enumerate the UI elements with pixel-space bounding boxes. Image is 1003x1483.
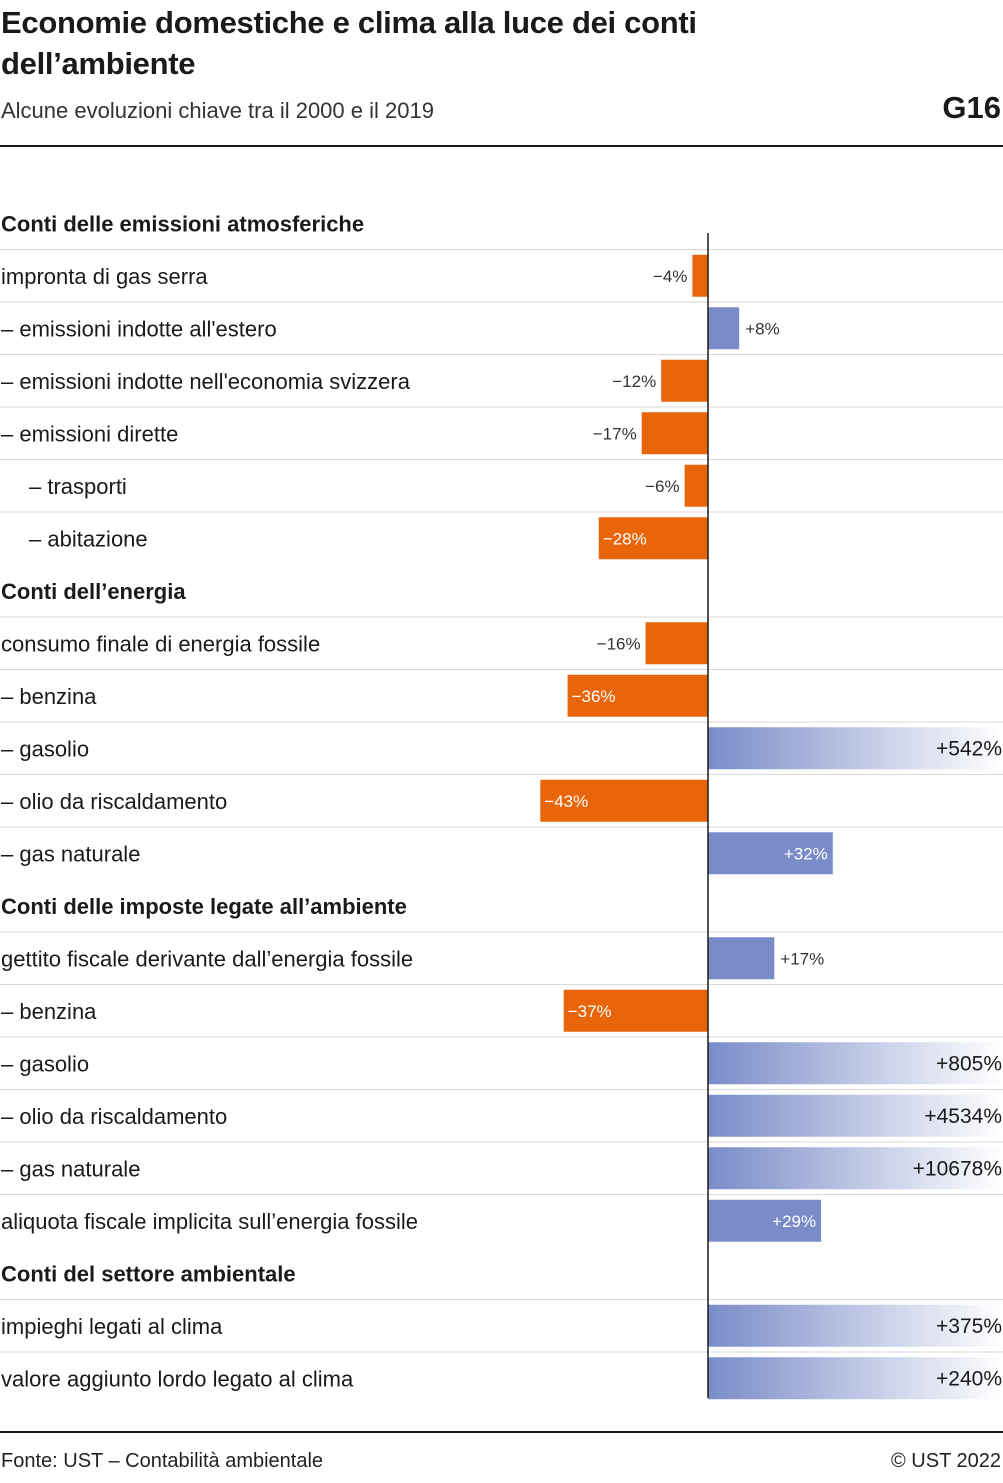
- bars: −4% +8% −12% −17% −6% −28% −16% −36% +542% −43% +3…: [540, 254, 1002, 1400]
- row-label: – benzina: [1, 684, 97, 709]
- value-label: +240%: [936, 1367, 1002, 1390]
- bar-negative: [567, 674, 708, 717]
- value-label: +542%: [936, 737, 1002, 760]
- value-label: +17%: [780, 949, 824, 968]
- row-label: impronta di gas serra: [1, 264, 208, 289]
- section-title-1: Conti delle emissioni atmosferiche: [1, 211, 364, 236]
- bar-negative: [563, 989, 708, 1032]
- value-label: −36%: [572, 687, 616, 706]
- value-label: −6%: [645, 477, 680, 496]
- bar-positive-capped: [708, 1357, 1002, 1400]
- section-title-3: Conti delle imposte legate all’ambiente: [1, 894, 407, 919]
- row-label: impieghi legati al clima: [1, 1314, 223, 1339]
- value-label: −16%: [597, 634, 641, 653]
- copyright-note: © UST 2022: [891, 1450, 1001, 1472]
- row-label: – gas naturale: [1, 841, 140, 866]
- row-label: consumo finale di energia fossile: [1, 631, 320, 656]
- bottom-divider: [0, 1431, 1003, 1433]
- bar-positive-capped: [708, 1304, 1002, 1347]
- row-label: – benzina: [1, 999, 97, 1024]
- row-label: valore aggiunto lordo legato al clima: [1, 1366, 354, 1391]
- bar-negative: [645, 622, 708, 665]
- row-label: – gasolio: [1, 736, 89, 761]
- page-title: Economie domestiche e clima alla luce de…: [1, 5, 697, 81]
- section-title-4: Conti del settore ambientale: [1, 1261, 296, 1286]
- row-label: – trasporti: [29, 474, 127, 499]
- row-label: – olio da riscaldamento: [1, 789, 227, 814]
- source-note: Fonte: UST – Contabilità ambientale: [1, 1450, 324, 1472]
- row-lines: [0, 249, 1003, 1353]
- bar-negative: [692, 254, 708, 297]
- value-label: +29%: [772, 1212, 816, 1231]
- row-label: – emissioni indotte nell'economia svizze…: [1, 369, 411, 394]
- value-label: +8%: [745, 319, 780, 338]
- row-label: – olio da riscaldamento: [1, 1104, 227, 1129]
- row-label: – gasolio: [1, 1051, 89, 1076]
- value-label: +10678%: [913, 1157, 1002, 1180]
- value-label: +805%: [936, 1052, 1002, 1075]
- bar-negative: [661, 359, 708, 402]
- bar-positive-capped: [708, 1094, 1002, 1137]
- value-label: −28%: [603, 529, 647, 548]
- row-label: – abitazione: [29, 526, 148, 551]
- row-label: – emissioni indotte all'estero: [1, 316, 277, 341]
- row-labels: Conti delle emissioni atmosferiche impron…: [1, 211, 418, 1391]
- row-label: gettito fiscale derivante dall’energia f…: [1, 946, 413, 971]
- value-label: +32%: [784, 844, 828, 863]
- row-label: – emissioni dirette: [1, 421, 178, 446]
- top-divider: [0, 145, 1003, 147]
- page-subtitle: Alcune evoluzioni chiave tra il 2000 e i…: [1, 98, 434, 123]
- bar-positive: [708, 307, 740, 350]
- value-label: −37%: [568, 1002, 612, 1021]
- row-label: – gas naturale: [1, 1156, 140, 1181]
- bar-positive-capped: [708, 1042, 1002, 1085]
- bar-negative: [540, 779, 708, 822]
- bar-negative: [641, 412, 708, 455]
- bar-negative: [598, 517, 708, 560]
- row-label: aliquota fiscale implicita sull’energia …: [1, 1209, 418, 1234]
- bar-positive: [708, 937, 775, 980]
- value-label: −43%: [544, 792, 588, 811]
- section-title-2: Conti dell’energia: [1, 579, 186, 604]
- value-label: −17%: [593, 424, 637, 443]
- bar-negative: [684, 464, 708, 507]
- value-label: −12%: [612, 372, 656, 391]
- bar-positive: [708, 832, 833, 875]
- value-label: −4%: [653, 267, 688, 286]
- value-label: +4534%: [924, 1105, 1002, 1128]
- chart-code: G16: [942, 90, 1001, 125]
- value-label: +375%: [936, 1315, 1002, 1338]
- bar-positive-capped: [708, 727, 1002, 770]
- bar-positive: [708, 1199, 822, 1242]
- bar-positive-capped: [708, 1147, 1002, 1190]
